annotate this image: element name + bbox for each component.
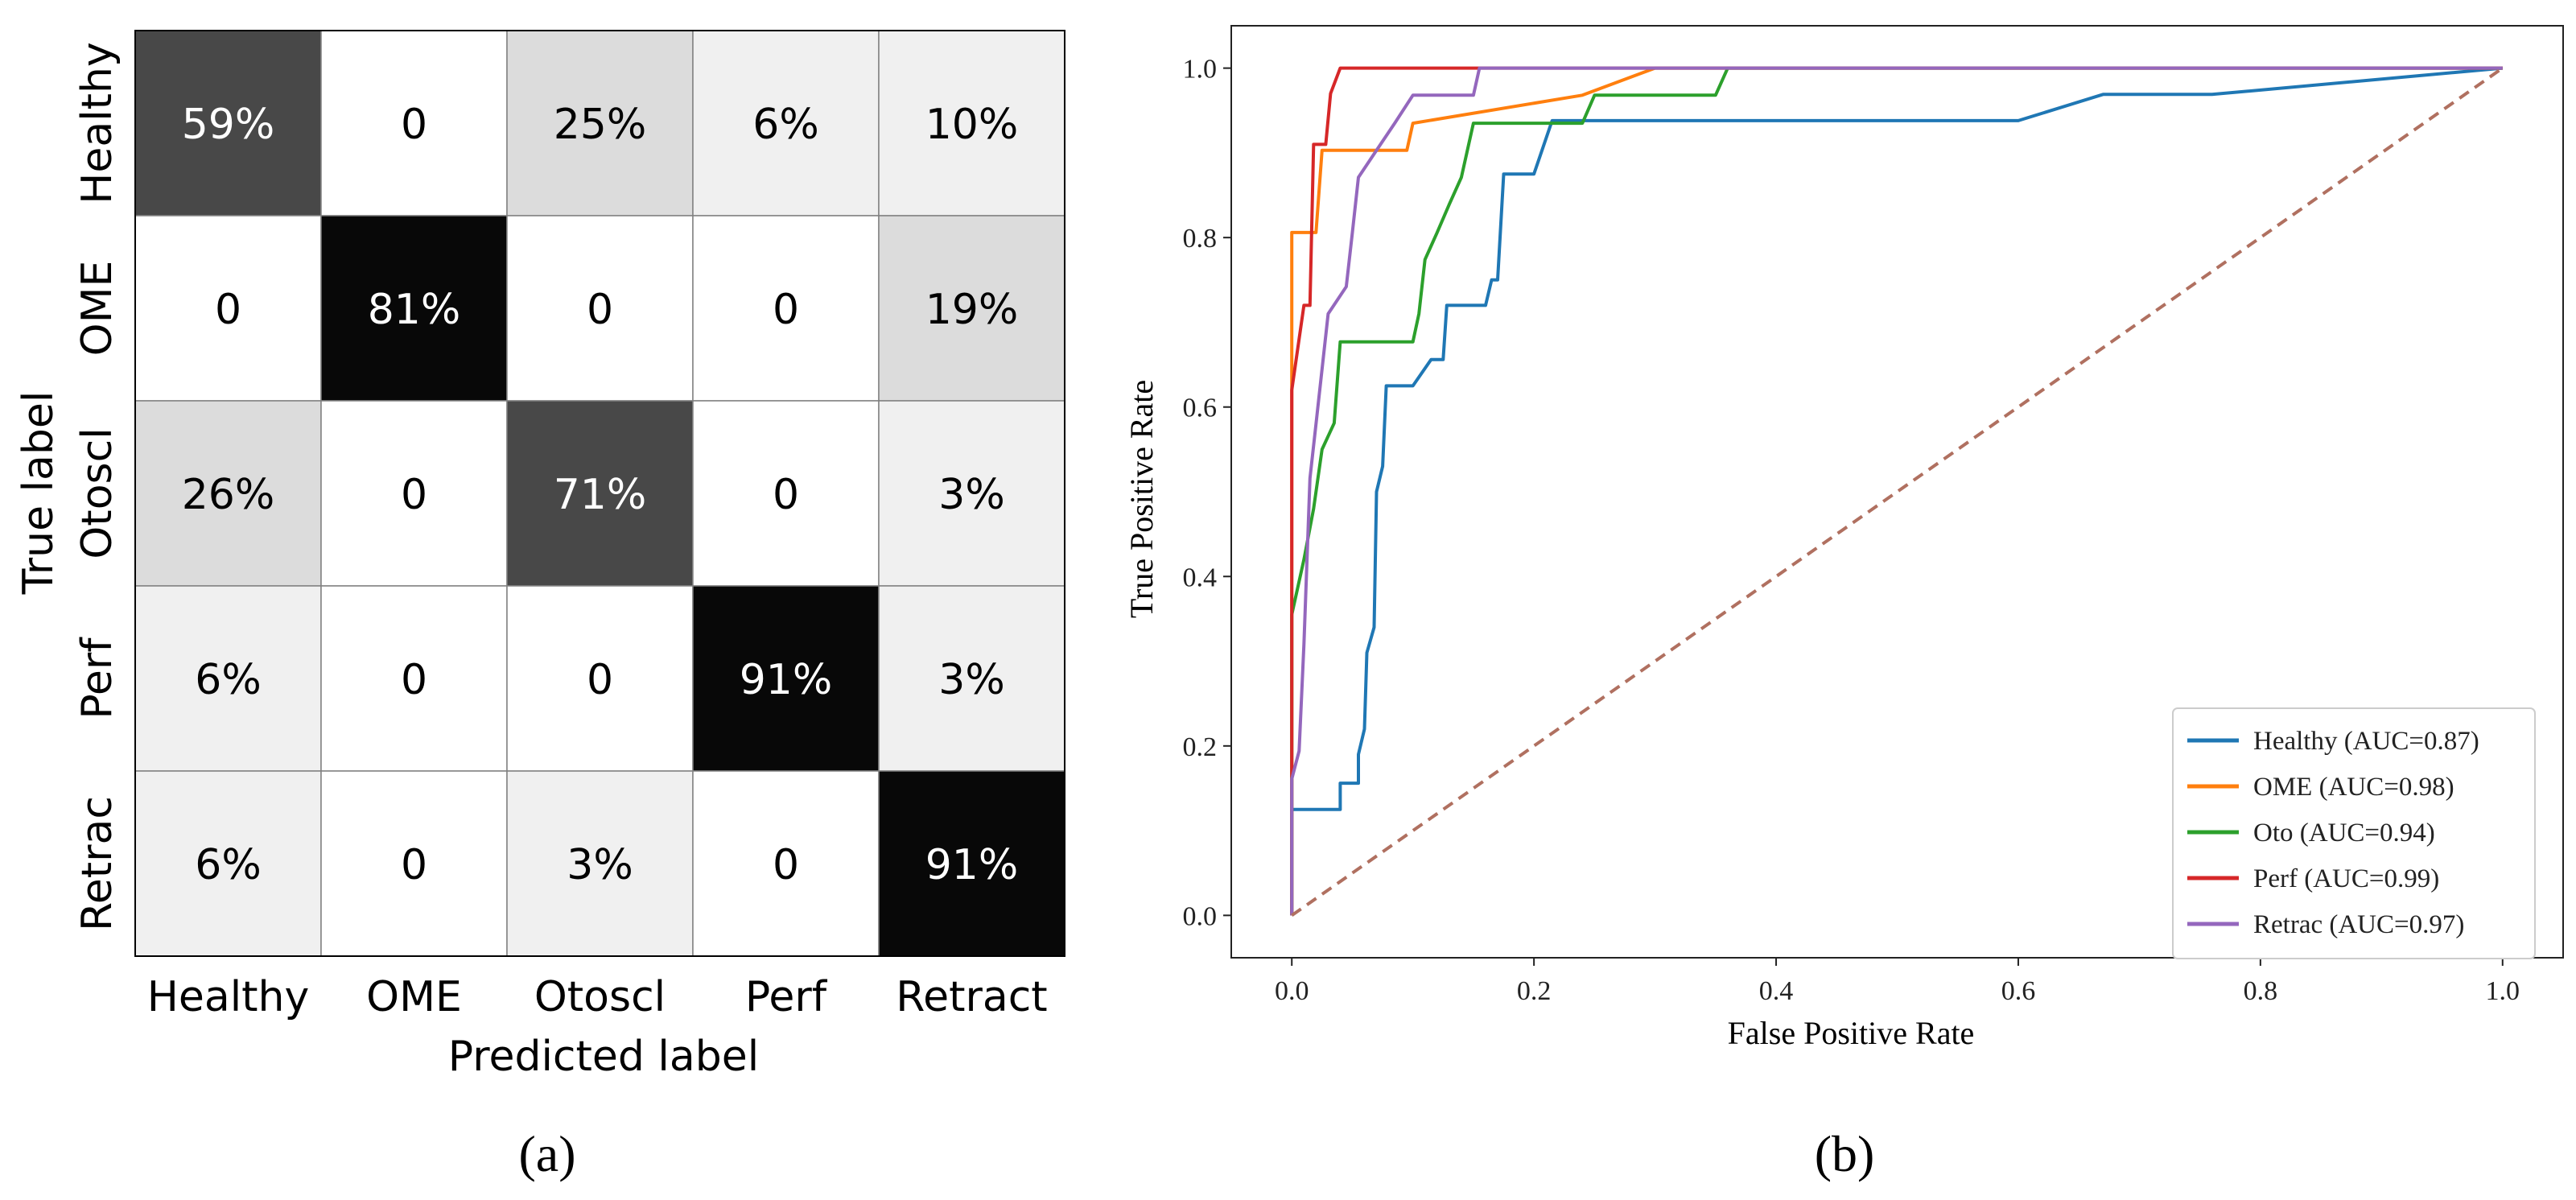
cm-ytick-label: Healthy — [73, 42, 122, 204]
roc-legend-label: Healthy (AUC=0.87) — [2253, 727, 2479, 756]
cm-xlabel: Predicted label — [448, 1033, 759, 1081]
cm-cell — [878, 215, 1065, 402]
cm-cell — [878, 770, 1065, 957]
roc-xlabel: False Positive Rate — [1728, 1015, 1975, 1051]
cm-ytick-label: Retrac — [73, 796, 122, 931]
cm-cell — [692, 400, 880, 587]
cm-cell — [320, 770, 508, 957]
roc-xtick-label: 0.0 — [1275, 976, 1309, 1006]
cm-cell-label: 0 — [773, 471, 799, 519]
cm-xtick-label: OME — [366, 973, 462, 1021]
cm-xtick-label: Perf — [745, 973, 828, 1021]
cm-cell-label: 0 — [401, 841, 427, 889]
cm-cell-label: 10% — [925, 101, 1019, 149]
cm-cell — [878, 585, 1065, 772]
roc-legend — [2172, 707, 2536, 959]
cm-cell — [320, 400, 508, 587]
caption-b: (b) — [1815, 1125, 1875, 1182]
cm-cell-label: 3% — [938, 471, 1005, 519]
roc-ylabel: True Positive Rate — [1123, 380, 1160, 618]
cm-ytick-label: Perf — [73, 637, 122, 720]
cm-cell-label: 0 — [215, 286, 241, 334]
cm-cell-label: 0 — [773, 841, 799, 889]
cm-cell-label: 3% — [567, 841, 633, 889]
cm-cell-label: 59% — [182, 101, 275, 149]
cm-cell-label: 0 — [587, 656, 613, 704]
cm-cell — [506, 400, 694, 587]
roc-xtick-label: 1.0 — [2486, 976, 2520, 1006]
cm-xtick-label: Retract — [896, 973, 1047, 1021]
cm-cell — [320, 30, 508, 216]
roc-chart: 0.0 0.2 0.4 0.6 0.8 1.0 0.0 0.2 0.4 0.6 0.8 1.0 Heal… — [1183, 25, 2564, 1006]
cm-cell-label: 91% — [925, 841, 1019, 889]
cm-cell-label: 6% — [195, 656, 262, 704]
cm-frame — [134, 30, 1065, 957]
roc-chance-line — [1291, 66, 2504, 918]
cm-cell — [134, 30, 322, 216]
roc-ytick-label: 0.0 — [1183, 901, 1218, 931]
roc-series-line — [1290, 66, 2503, 916]
cm-cell — [320, 215, 508, 402]
roc-xtick-label: 0.8 — [2244, 976, 2278, 1006]
roc-series-line — [1290, 66, 2503, 916]
roc-ytick-label: 0.6 — [1183, 394, 1218, 423]
cm-cell-label: 3% — [938, 656, 1005, 704]
roc-ytick-label: 1.0 — [1183, 55, 1218, 85]
roc-series-line — [1290, 66, 2503, 916]
caption-a: (a) — [518, 1125, 575, 1182]
cm-cell — [878, 30, 1065, 216]
cm-cell-label: 0 — [401, 656, 427, 704]
cm-cell-label: 71% — [554, 471, 647, 519]
roc-series-line — [1290, 66, 2503, 916]
cm-cell — [506, 215, 694, 402]
cm-cell-label: 0 — [773, 286, 799, 334]
cm-cell-label: 6% — [195, 841, 262, 889]
cm-cell-label: 0 — [401, 101, 427, 149]
confusion-matrix: 59% 0 25% 6% 10% 0 81% 0 0 19% 26% 0 71% 0 3% 6% 0 0 91% 3%… — [73, 30, 1065, 1021]
roc-series-line — [1290, 66, 2503, 916]
roc-ytick-label: 0.2 — [1183, 732, 1218, 762]
roc-legend-label: OME (AUC=0.98) — [2253, 773, 2454, 802]
cm-ylabel: True label — [14, 391, 63, 596]
cm-cell — [320, 585, 508, 772]
roc-xtick-label: 0.2 — [1517, 976, 1552, 1006]
cm-cell — [878, 400, 1065, 587]
roc-legend-label: Oto (AUC=0.94) — [2253, 819, 2435, 847]
cm-ytick-label: OME — [73, 261, 122, 357]
cm-cell-label: 25% — [554, 101, 647, 149]
roc-ytick-label: 0.4 — [1183, 563, 1218, 592]
cm-cell — [692, 585, 880, 772]
roc-ytick-label: 0.8 — [1183, 224, 1218, 254]
cm-cell — [692, 30, 880, 216]
cm-xtick-label: Healthy — [147, 973, 310, 1021]
cm-ytick-label: Otoscl — [73, 427, 122, 559]
cm-cell-label: 6% — [752, 101, 819, 149]
cm-cell-label: 26% — [182, 471, 275, 519]
cm-cell-label: 0 — [401, 471, 427, 519]
cm-cell-label: 81% — [368, 286, 461, 334]
roc-legend-label: Perf (AUC=0.99) — [2253, 864, 2439, 893]
cm-cell-label: 19% — [925, 286, 1019, 334]
roc-legend-label: Retrac (AUC=0.97) — [2253, 910, 2464, 939]
roc-xtick-label: 0.4 — [1759, 976, 1794, 1006]
cm-xtick-label: Otoscl — [534, 973, 666, 1021]
cm-cell-label: 0 — [587, 286, 613, 334]
cm-cell — [134, 215, 322, 402]
cm-cell — [134, 770, 322, 957]
roc-xtick-label: 0.6 — [2001, 976, 2036, 1006]
cm-cell — [506, 585, 694, 772]
cm-cell — [506, 770, 694, 957]
cm-cell-label: 91% — [740, 656, 833, 704]
